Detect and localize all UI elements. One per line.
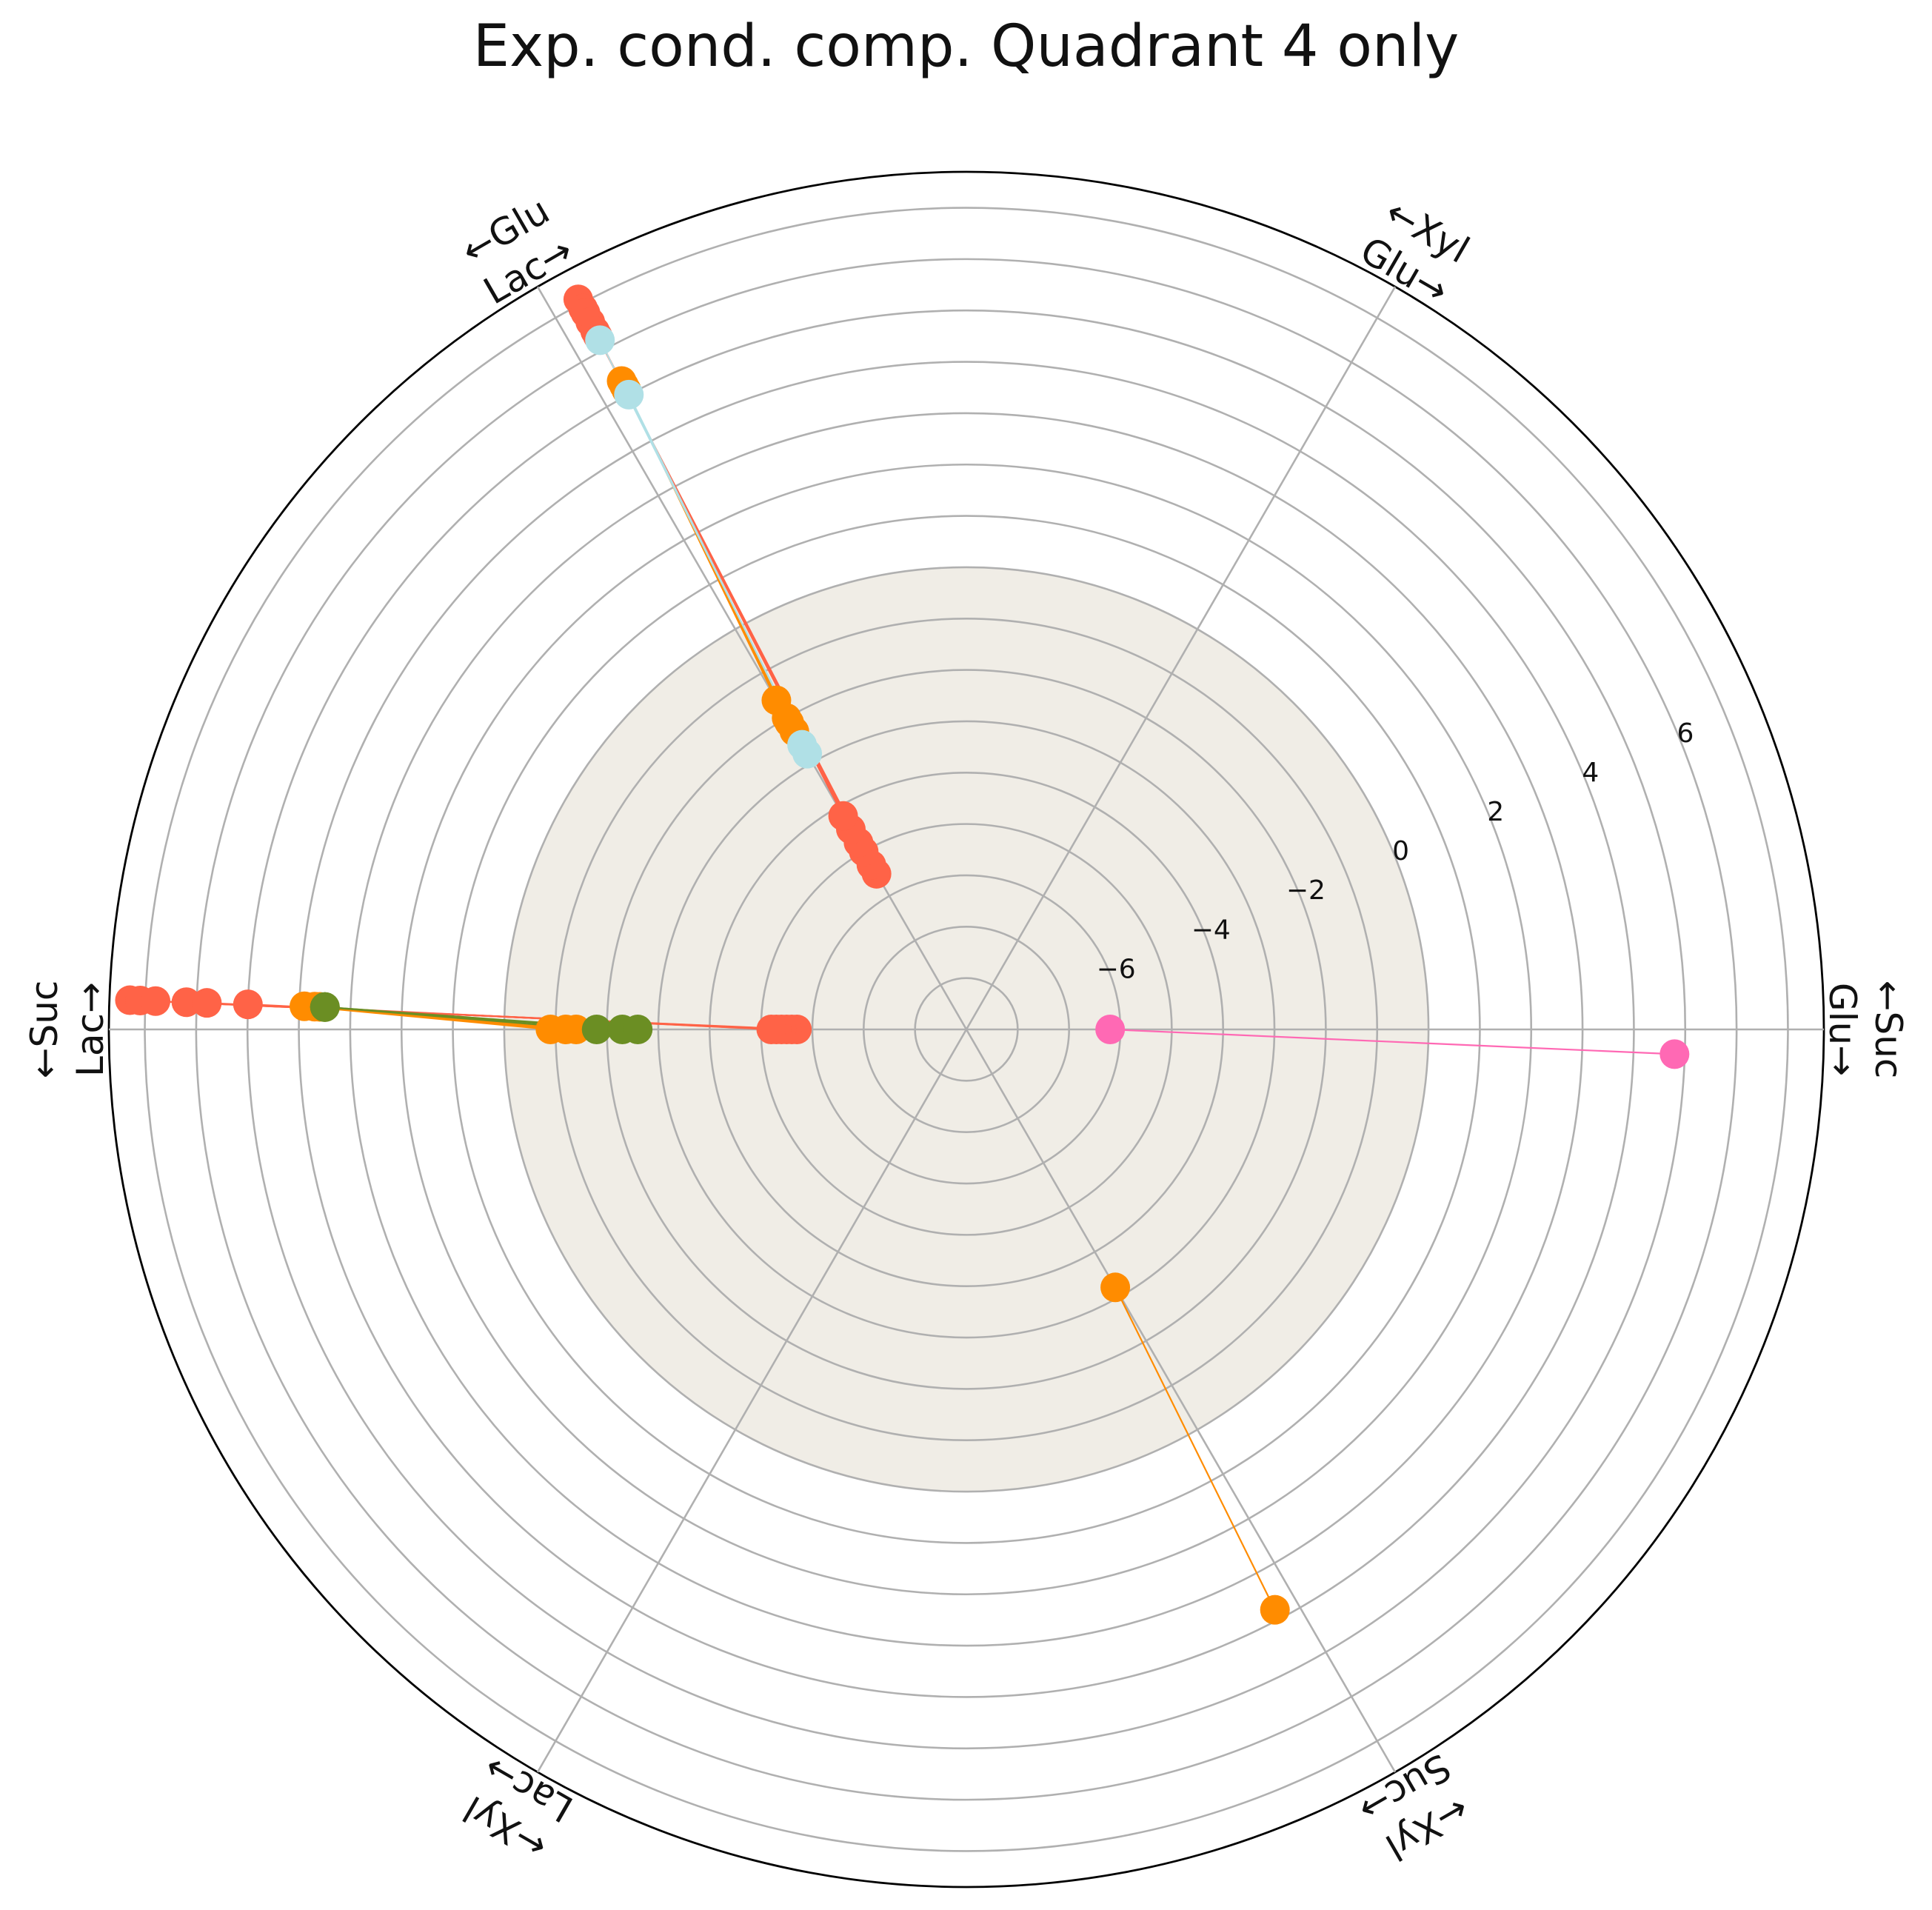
data-point: [828, 801, 858, 831]
spoke-line: [965, 1029, 1397, 1773]
data-point: [623, 1015, 653, 1044]
data-point: [581, 1015, 612, 1044]
spoke-label: ←Suc: [23, 981, 66, 1079]
radial-tick-label: 0: [1392, 836, 1409, 866]
data-point: [561, 1015, 592, 1044]
radial-tick-label: −6: [1097, 954, 1136, 984]
radial-tick-label: 4: [1582, 758, 1599, 788]
chart-title: Exp. cond. comp. Quadrant 4 only: [472, 13, 1460, 80]
series-line: [1114, 1286, 1276, 1611]
data-point: [233, 989, 263, 1020]
data-point: [192, 988, 222, 1018]
radial-tick-label: 2: [1487, 797, 1504, 827]
spoke-label: ←Suc: [1867, 981, 1910, 1079]
radial-tick-label: −4: [1191, 915, 1231, 945]
spoke-line: [965, 286, 1397, 1030]
spoke-label: Lac→: [69, 982, 112, 1077]
data-point: [141, 986, 171, 1016]
radial-tick-label: −2: [1286, 875, 1326, 906]
data-point: [1100, 1272, 1131, 1303]
data-point: [614, 379, 644, 410]
spoke-line: [536, 286, 968, 1030]
data-point: [756, 1015, 786, 1044]
spoke-label-group: ←Suc Lac→: [23, 981, 112, 1079]
series-line: [1110, 1028, 1675, 1055]
data-point: [585, 325, 615, 355]
data-point: [1659, 1039, 1690, 1069]
spoke-line: [536, 1029, 968, 1773]
data-point: [310, 992, 340, 1022]
data-point: [1260, 1595, 1290, 1625]
spoke-label: Glu→: [1821, 983, 1864, 1076]
data-point: [1095, 1015, 1126, 1044]
data-point: [787, 729, 818, 760]
data-point: [761, 685, 792, 715]
radial-tick-label: 6: [1677, 718, 1694, 749]
